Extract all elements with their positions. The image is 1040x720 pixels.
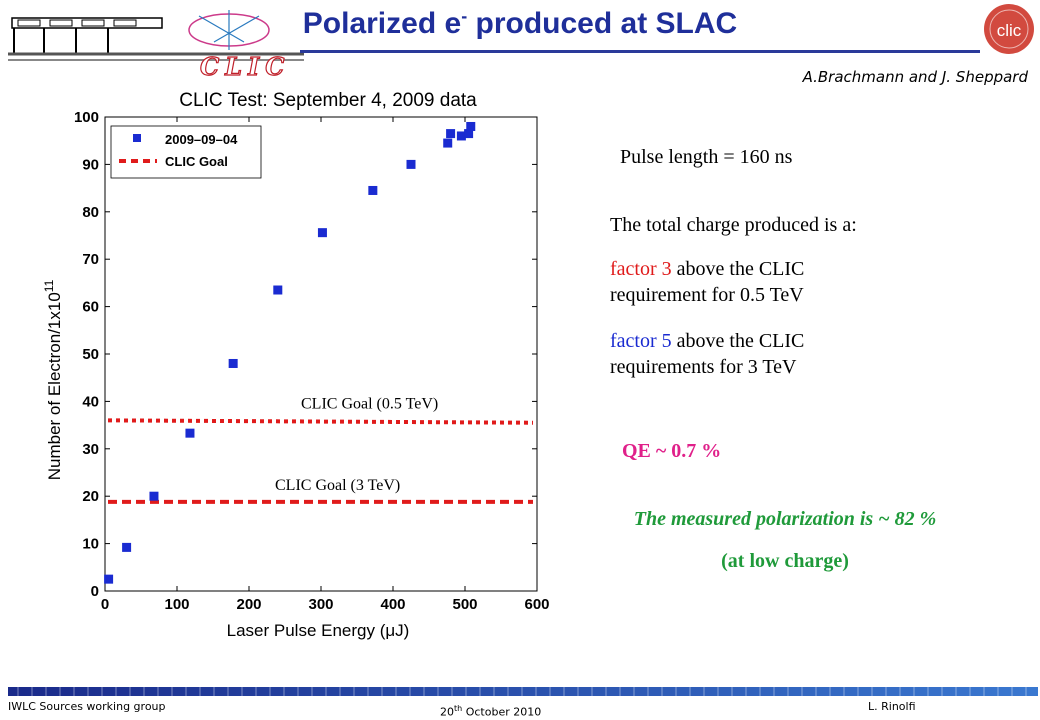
legend-marker bbox=[133, 134, 141, 142]
title-rule bbox=[300, 50, 980, 53]
data-point bbox=[185, 428, 195, 438]
x-axis-label: Laser Pulse Energy (μJ) bbox=[227, 621, 410, 640]
y-axis-label: Number of Electron/1x1011 bbox=[42, 279, 64, 480]
title-superscript: - bbox=[461, 6, 468, 26]
clic-logo-text: CLIC bbox=[200, 52, 290, 76]
factor5-rest: above the CLIC requirements for 3 TeV bbox=[610, 330, 805, 378]
total-charge-text: The total charge produced is a: bbox=[610, 214, 857, 236]
y-axis-label-text: Number of Electron/1x10 bbox=[45, 292, 64, 480]
x-tick-label: 300 bbox=[308, 596, 333, 613]
factor5-text: factor 5 above the CLIC requirements for… bbox=[610, 328, 870, 380]
slide-title: Polarized e- produced at SLAC bbox=[0, 6, 1040, 41]
y-axis-label-exponent: 11 bbox=[42, 279, 56, 292]
y-tick-label: 10 bbox=[82, 536, 99, 553]
y-tick-label: 20 bbox=[82, 488, 99, 505]
factor3-highlight: factor 3 bbox=[610, 258, 672, 280]
accelerator-diagram bbox=[8, 10, 304, 61]
y-tick-label: 30 bbox=[82, 441, 99, 458]
authors: A.Brachmann and J. Sheppard bbox=[802, 68, 1028, 86]
footer-date-day: 20 bbox=[440, 705, 454, 719]
x-tick-label: 0 bbox=[101, 596, 109, 613]
y-tick-label: 100 bbox=[74, 109, 99, 126]
data-point bbox=[273, 285, 283, 295]
legend: 2009–09–04 CLIC Goal bbox=[110, 125, 262, 179]
data-point bbox=[446, 129, 456, 139]
factor3-rest: above the CLIC requirement for 0.5 TeV bbox=[610, 258, 805, 306]
footer-date-sup: th bbox=[454, 704, 463, 713]
title-end: produced at SLAC bbox=[467, 7, 738, 40]
data-point bbox=[122, 542, 132, 552]
factor5-highlight: factor 5 bbox=[610, 330, 672, 352]
data-point bbox=[456, 131, 466, 141]
scatter-chart: CLIC Test: September 4, 2009 data 0 100 20… bbox=[38, 80, 568, 645]
footer-bar bbox=[8, 687, 1038, 696]
data-point bbox=[149, 491, 159, 501]
y-tick-label: 60 bbox=[82, 299, 99, 316]
data-point bbox=[368, 185, 378, 195]
y-tick-label: 90 bbox=[82, 156, 99, 173]
chart-title: CLIC Test: September 4, 2009 data bbox=[179, 90, 477, 111]
data-point bbox=[466, 121, 476, 131]
title-main: Polarized e bbox=[302, 7, 462, 40]
y-tick-label: 0 bbox=[91, 583, 99, 600]
clic-badge-logo: clic bbox=[984, 4, 1034, 54]
x-tick-label: 200 bbox=[236, 596, 261, 613]
polarization-note: (at low charge) bbox=[721, 550, 849, 572]
data-point bbox=[406, 159, 416, 169]
goal-line bbox=[107, 418, 534, 425]
x-tick-label: 400 bbox=[380, 596, 405, 613]
footer-date-rest: October 2010 bbox=[462, 705, 542, 719]
data-point bbox=[317, 228, 327, 238]
factor3-text: factor 3 above the CLIC requirement for … bbox=[610, 256, 870, 308]
x-tick-label: 600 bbox=[524, 596, 549, 613]
x-tick-label: 100 bbox=[164, 596, 189, 613]
legend-series-label: 2009–09–04 bbox=[165, 132, 238, 147]
pulse-length-text: Pulse length = 160 ns bbox=[620, 146, 793, 168]
polarization-text: The measured polarization is ~ 82 % bbox=[633, 508, 937, 530]
y-tick-label: 40 bbox=[82, 393, 99, 410]
data-point bbox=[443, 138, 453, 148]
y-tick-label: 80 bbox=[82, 204, 99, 221]
footer-group: IWLC Sources working group bbox=[8, 700, 166, 713]
clic-badge-text: clic bbox=[997, 21, 1022, 40]
clic-header-logo: CLIC bbox=[8, 10, 304, 76]
legend-goal-label: CLIC Goal bbox=[165, 154, 228, 169]
goal-line-label: CLIC Goal (3 TeV) bbox=[275, 477, 400, 494]
quantum-efficiency-text: QE ~ 0.7 % bbox=[622, 440, 722, 462]
y-tick-label: 50 bbox=[82, 346, 99, 363]
footer-date: 20th October 2010 bbox=[440, 704, 541, 719]
data-point bbox=[228, 358, 238, 368]
footer-author: L. Rinolfi bbox=[868, 700, 916, 713]
goal-line-label: CLIC Goal (0.5 TeV) bbox=[301, 395, 438, 412]
data-point bbox=[104, 574, 114, 584]
x-tick-label: 500 bbox=[452, 596, 477, 613]
data-point bbox=[464, 129, 474, 139]
y-tick-label: 70 bbox=[82, 251, 99, 268]
